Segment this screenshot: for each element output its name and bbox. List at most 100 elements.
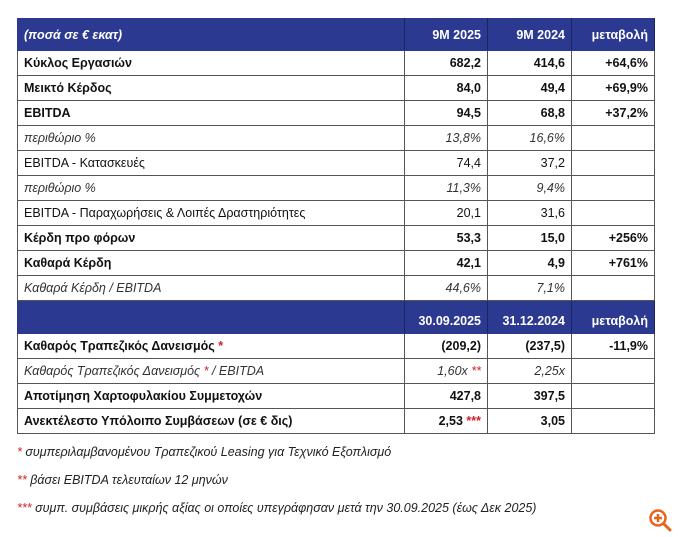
cell: +256% — [571, 225, 655, 251]
row-label: Καθαρός Τραπεζικός Δανεισμός * / EBITDA — [17, 358, 405, 384]
table-header: (ποσά σε € εκατ) 9M 2025 9M 2024 μεταβολ… — [17, 18, 655, 51]
cell: +69,9% — [571, 75, 655, 101]
footnote-3: *** συμπ. συμβάσεις μικρής αξίας οι οποί… — [17, 501, 536, 515]
table-row: Μεικτό Κέρδος 84,0 49,4 +69,9% — [17, 75, 655, 101]
cell: 49,4 — [487, 75, 572, 101]
cell: 74,4 — [404, 150, 488, 176]
row-label: περιθώριο % — [17, 175, 405, 201]
cell — [571, 408, 655, 434]
cell: 2,25x — [487, 358, 572, 384]
row-label: Καθαρά Κέρδη — [17, 250, 405, 276]
label-text: Καθαρός Τραπεζικός Δανεισμός — [24, 339, 215, 353]
table-row: Καθαρός Τραπεζικός Δανεισμός * / EBITDA 1… — [17, 358, 655, 384]
cell: 414,6 — [487, 50, 572, 76]
footnote-text: συμπεριλαμβανομένου Τραπεζικού Leasing γ… — [21, 445, 392, 459]
cell: +64,6% — [571, 50, 655, 76]
cell: 7,1% — [487, 275, 572, 301]
footnote-1: * συμπεριλαμβανομένου Τραπεζικού Leasing… — [17, 445, 391, 459]
footnote-mark: * — [17, 445, 22, 459]
cell: 13,8% — [404, 125, 488, 151]
label-suffix: / EBITDA — [208, 364, 265, 378]
footnote-mark: ** — [17, 473, 27, 487]
footnote-text: συμπ. συμβάσεις μικρής αξίας οι οποίες υ… — [31, 501, 537, 515]
header2-change: μεταβολή — [571, 300, 655, 334]
cell: 3,05 — [487, 408, 572, 434]
cell: 20,1 — [404, 200, 488, 226]
cell — [571, 358, 655, 384]
cell-value: 2,53 — [438, 414, 463, 428]
table-row: περιθώριο % 13,8% 16,6% — [17, 125, 655, 151]
row-label: Κύκλος Εργασιών — [17, 50, 405, 76]
row-label: Καθαρά Κέρδη / EBITDA — [17, 275, 405, 301]
cell: 44,6% — [404, 275, 488, 301]
cell: (209,2) — [404, 333, 488, 359]
cell: +761% — [571, 250, 655, 276]
cell: -11,9% — [571, 333, 655, 359]
header-31122024: 31.12.2024 — [487, 300, 572, 334]
row-label: Καθαρός Τραπεζικός Δανεισμός * — [17, 333, 405, 359]
zoom-in-icon[interactable] — [648, 508, 672, 532]
table-row: EBITDA 94,5 68,8 +37,2% — [17, 100, 655, 126]
cell — [571, 200, 655, 226]
table-header-2: 30.09.2025 31.12.2024 μεταβολή — [17, 300, 655, 334]
footnote-mark: ** — [471, 364, 481, 378]
cell — [571, 175, 655, 201]
row-label: EBITDA - Παραχωρήσεις & Λοιπές Δραστηριό… — [17, 200, 405, 226]
cell: 682,2 — [404, 50, 488, 76]
cell: 42,1 — [404, 250, 488, 276]
cell-value: 1,60x — [437, 364, 468, 378]
table-row: Κύκλος Εργασιών 682,2 414,6 +64,6% — [17, 50, 655, 76]
header-30092025: 30.09.2025 — [404, 300, 488, 334]
financial-table: (ποσά σε € εκατ) 9M 2025 9M 2024 μεταβολ… — [17, 18, 655, 434]
cell: 15,0 — [487, 225, 572, 251]
cell: 397,5 — [487, 383, 572, 409]
header-label: (ποσά σε € εκατ) — [17, 18, 405, 51]
header-9m2025: 9M 2025 — [404, 18, 488, 51]
footnote-2: ** βάσει EBITDA τελευταίων 12 μηνών — [17, 473, 228, 487]
table-row: Ανεκτέλεστο Υπόλοιπο Συμβάσεων (σε € δις… — [17, 408, 655, 434]
cell: 9,4% — [487, 175, 572, 201]
table-row: Καθαρά Κέρδη 42,1 4,9 +761% — [17, 250, 655, 276]
header-9m2024: 9M 2024 — [487, 18, 572, 51]
cell: 94,5 — [404, 100, 488, 126]
footnote-mark: * — [203, 364, 209, 378]
table-row: EBITDA - Παραχωρήσεις & Λοιπές Δραστηριό… — [17, 200, 655, 226]
row-label: περιθώριο % — [17, 125, 405, 151]
cell: 31,6 — [487, 200, 572, 226]
cell: +37,2% — [571, 100, 655, 126]
cell: 1,60x ** — [404, 358, 488, 384]
table-row: EBITDA - Κατασκευές 74,4 37,2 — [17, 150, 655, 176]
cell — [571, 150, 655, 176]
row-label: Κέρδη προ φόρων — [17, 225, 405, 251]
footnote-mark: * — [218, 339, 224, 353]
cell: 427,8 — [404, 383, 488, 409]
cell: 68,8 — [487, 100, 572, 126]
header-change: μεταβολή — [571, 18, 655, 51]
footnote-mark: *** — [466, 414, 481, 428]
cell: 37,2 — [487, 150, 572, 176]
table-row: περιθώριο % 11,3% 9,4% — [17, 175, 655, 201]
table-row: Αποτίμηση Χαρτοφυλακίου Συμμετοχών 427,8 3… — [17, 383, 655, 409]
label-text: Καθαρός Τραπεζικός Δανεισμός — [24, 364, 201, 378]
cell: 11,3% — [404, 175, 488, 201]
cell: 16,6% — [487, 125, 572, 151]
cell: 2,53 *** — [404, 408, 488, 434]
footnote-mark: *** — [17, 501, 32, 515]
cell: 53,3 — [404, 225, 488, 251]
table-row: Κέρδη προ φόρων 53,3 15,0 +256% — [17, 225, 655, 251]
table-row: Καθαρά Κέρδη / EBITDA 44,6% 7,1% — [17, 275, 655, 301]
row-label: Μεικτό Κέρδος — [17, 75, 405, 101]
row-label: Αποτίμηση Χαρτοφυλακίου Συμμετοχών — [17, 383, 405, 409]
footnote-text: βάσει EBITDA τελευταίων 12 μηνών — [26, 473, 228, 487]
header2-label — [17, 300, 405, 334]
row-label: EBITDA — [17, 100, 405, 126]
cell — [571, 275, 655, 301]
table-row: Καθαρός Τραπεζικός Δανεισμός * (209,2) (23… — [17, 333, 655, 359]
cell: 4,9 — [487, 250, 572, 276]
cell — [571, 125, 655, 151]
row-label: EBITDA - Κατασκευές — [17, 150, 405, 176]
cell: (237,5) — [487, 333, 572, 359]
cell: 84,0 — [404, 75, 488, 101]
cell — [571, 383, 655, 409]
row-label: Ανεκτέλεστο Υπόλοιπο Συμβάσεων (σε € δις… — [17, 408, 405, 434]
